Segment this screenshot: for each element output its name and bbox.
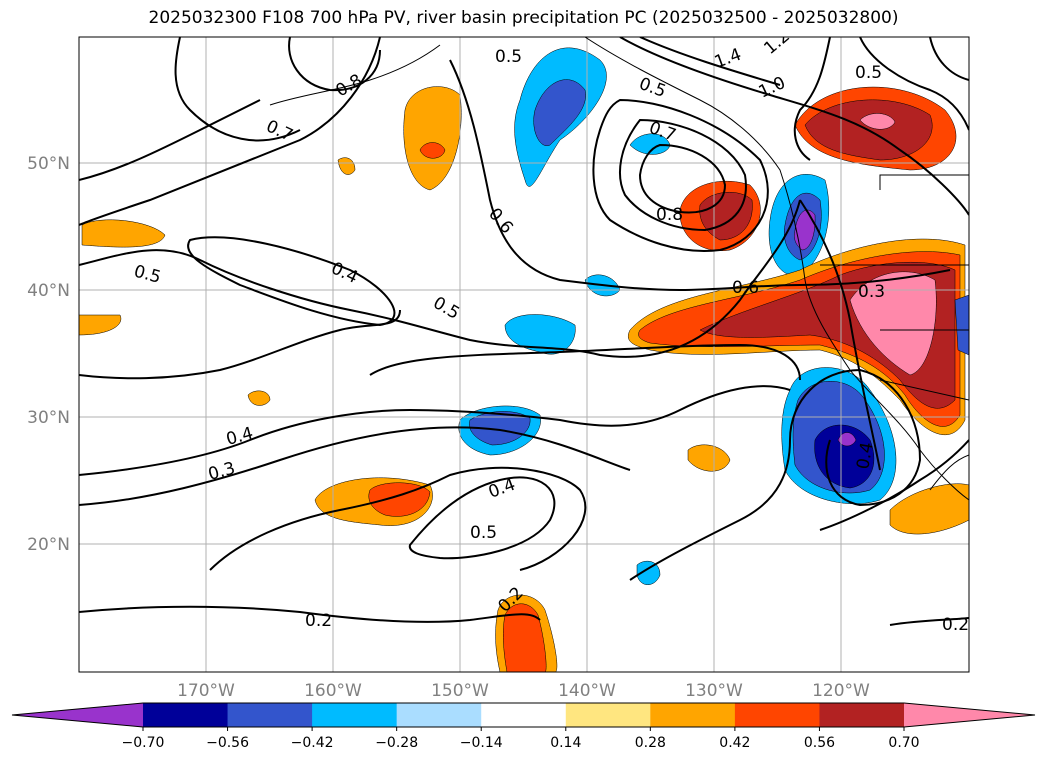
shade-pos-1b xyxy=(419,142,446,159)
lon-label: 170°W xyxy=(177,681,235,701)
colorbar-label: −0.70 xyxy=(122,735,165,751)
shade-pos-8 xyxy=(247,390,271,406)
shade-neg-3c xyxy=(794,209,816,251)
map-title: 2025032300 F108 700 hPa PV, river basin … xyxy=(148,8,899,28)
shade-pos-11b xyxy=(503,603,547,672)
contour-label: 0.2 xyxy=(942,615,969,635)
contour-label: 0.4 xyxy=(853,441,877,471)
shade-pos-1 xyxy=(403,86,462,191)
colorbar-label: 0.28 xyxy=(635,735,666,751)
colorbar-segment xyxy=(650,703,736,727)
contour-label: 0.5 xyxy=(470,523,497,543)
shade-pos-4d xyxy=(849,271,937,376)
lon-labels: 170°W 160°W 150°W 140°W 130°W 120°W xyxy=(177,681,870,701)
shade-pos-10 xyxy=(889,483,969,535)
colorbar-label: 0.14 xyxy=(550,735,581,751)
shade-neg-8 xyxy=(636,560,661,585)
colorbar-extend-high xyxy=(904,703,1035,727)
colorbar-segment xyxy=(734,703,820,727)
coastlines xyxy=(269,37,969,501)
colorbar-label: −0.28 xyxy=(375,735,418,751)
shade-pos-6 xyxy=(81,219,166,248)
lat-labels: 50°N 40°N 30°N 20°N xyxy=(27,154,70,555)
pv-contours xyxy=(79,37,969,626)
shade-neg-7d xyxy=(837,432,857,447)
lon-label: 120°W xyxy=(812,681,870,701)
contour-label: 0.8 xyxy=(656,205,683,225)
colorbar-segment xyxy=(481,703,567,727)
colorbar-label: −0.14 xyxy=(460,735,503,751)
lon-label: 130°W xyxy=(685,681,743,701)
colorbar-label: 0.70 xyxy=(888,735,919,751)
shade-pos-12 xyxy=(337,157,356,175)
colorbar-label: −0.42 xyxy=(291,735,334,751)
colorbar-extend-low xyxy=(12,703,143,727)
contour-label: 0.6 xyxy=(732,278,759,298)
contour-label: 0.3 xyxy=(858,282,885,302)
lon-label: 150°W xyxy=(431,681,489,701)
lat-label: 50°N xyxy=(27,154,70,174)
colorbar-label: 0.42 xyxy=(719,735,750,751)
contour-label: 0.5 xyxy=(495,47,522,67)
contour-label: 0.5 xyxy=(855,63,882,83)
contour-label: 0.2 xyxy=(305,611,332,631)
colorbar-label: −0.56 xyxy=(206,735,249,751)
shade-pos-9 xyxy=(687,444,731,472)
colorbar-label: 0.56 xyxy=(804,735,835,751)
colorbar-segment xyxy=(312,703,398,727)
lon-label: 140°W xyxy=(558,681,616,701)
lat-label: 40°N xyxy=(27,281,70,301)
colorbar-segment xyxy=(143,703,229,727)
shading-layer xyxy=(79,47,969,672)
shade-neg-1b xyxy=(533,79,586,146)
shade-neg-4 xyxy=(504,314,576,355)
colorbar-segment xyxy=(227,703,313,727)
shade-neg-9 xyxy=(954,294,969,356)
colorbar-segment xyxy=(396,703,482,727)
colorbar-segment xyxy=(819,703,905,727)
lat-label: 30°N xyxy=(27,408,70,428)
colorbar-segment xyxy=(565,703,651,727)
grid-lines xyxy=(79,37,969,672)
colorbar: −0.70 −0.56 −0.42 −0.28 −0.14 0.14 0.28 0.42 0.5… xyxy=(11,702,1036,751)
plot-frame xyxy=(78,36,970,673)
shade-pos-2c xyxy=(859,113,896,130)
lon-label: 160°W xyxy=(304,681,362,701)
lat-label: 20°N xyxy=(27,535,70,555)
